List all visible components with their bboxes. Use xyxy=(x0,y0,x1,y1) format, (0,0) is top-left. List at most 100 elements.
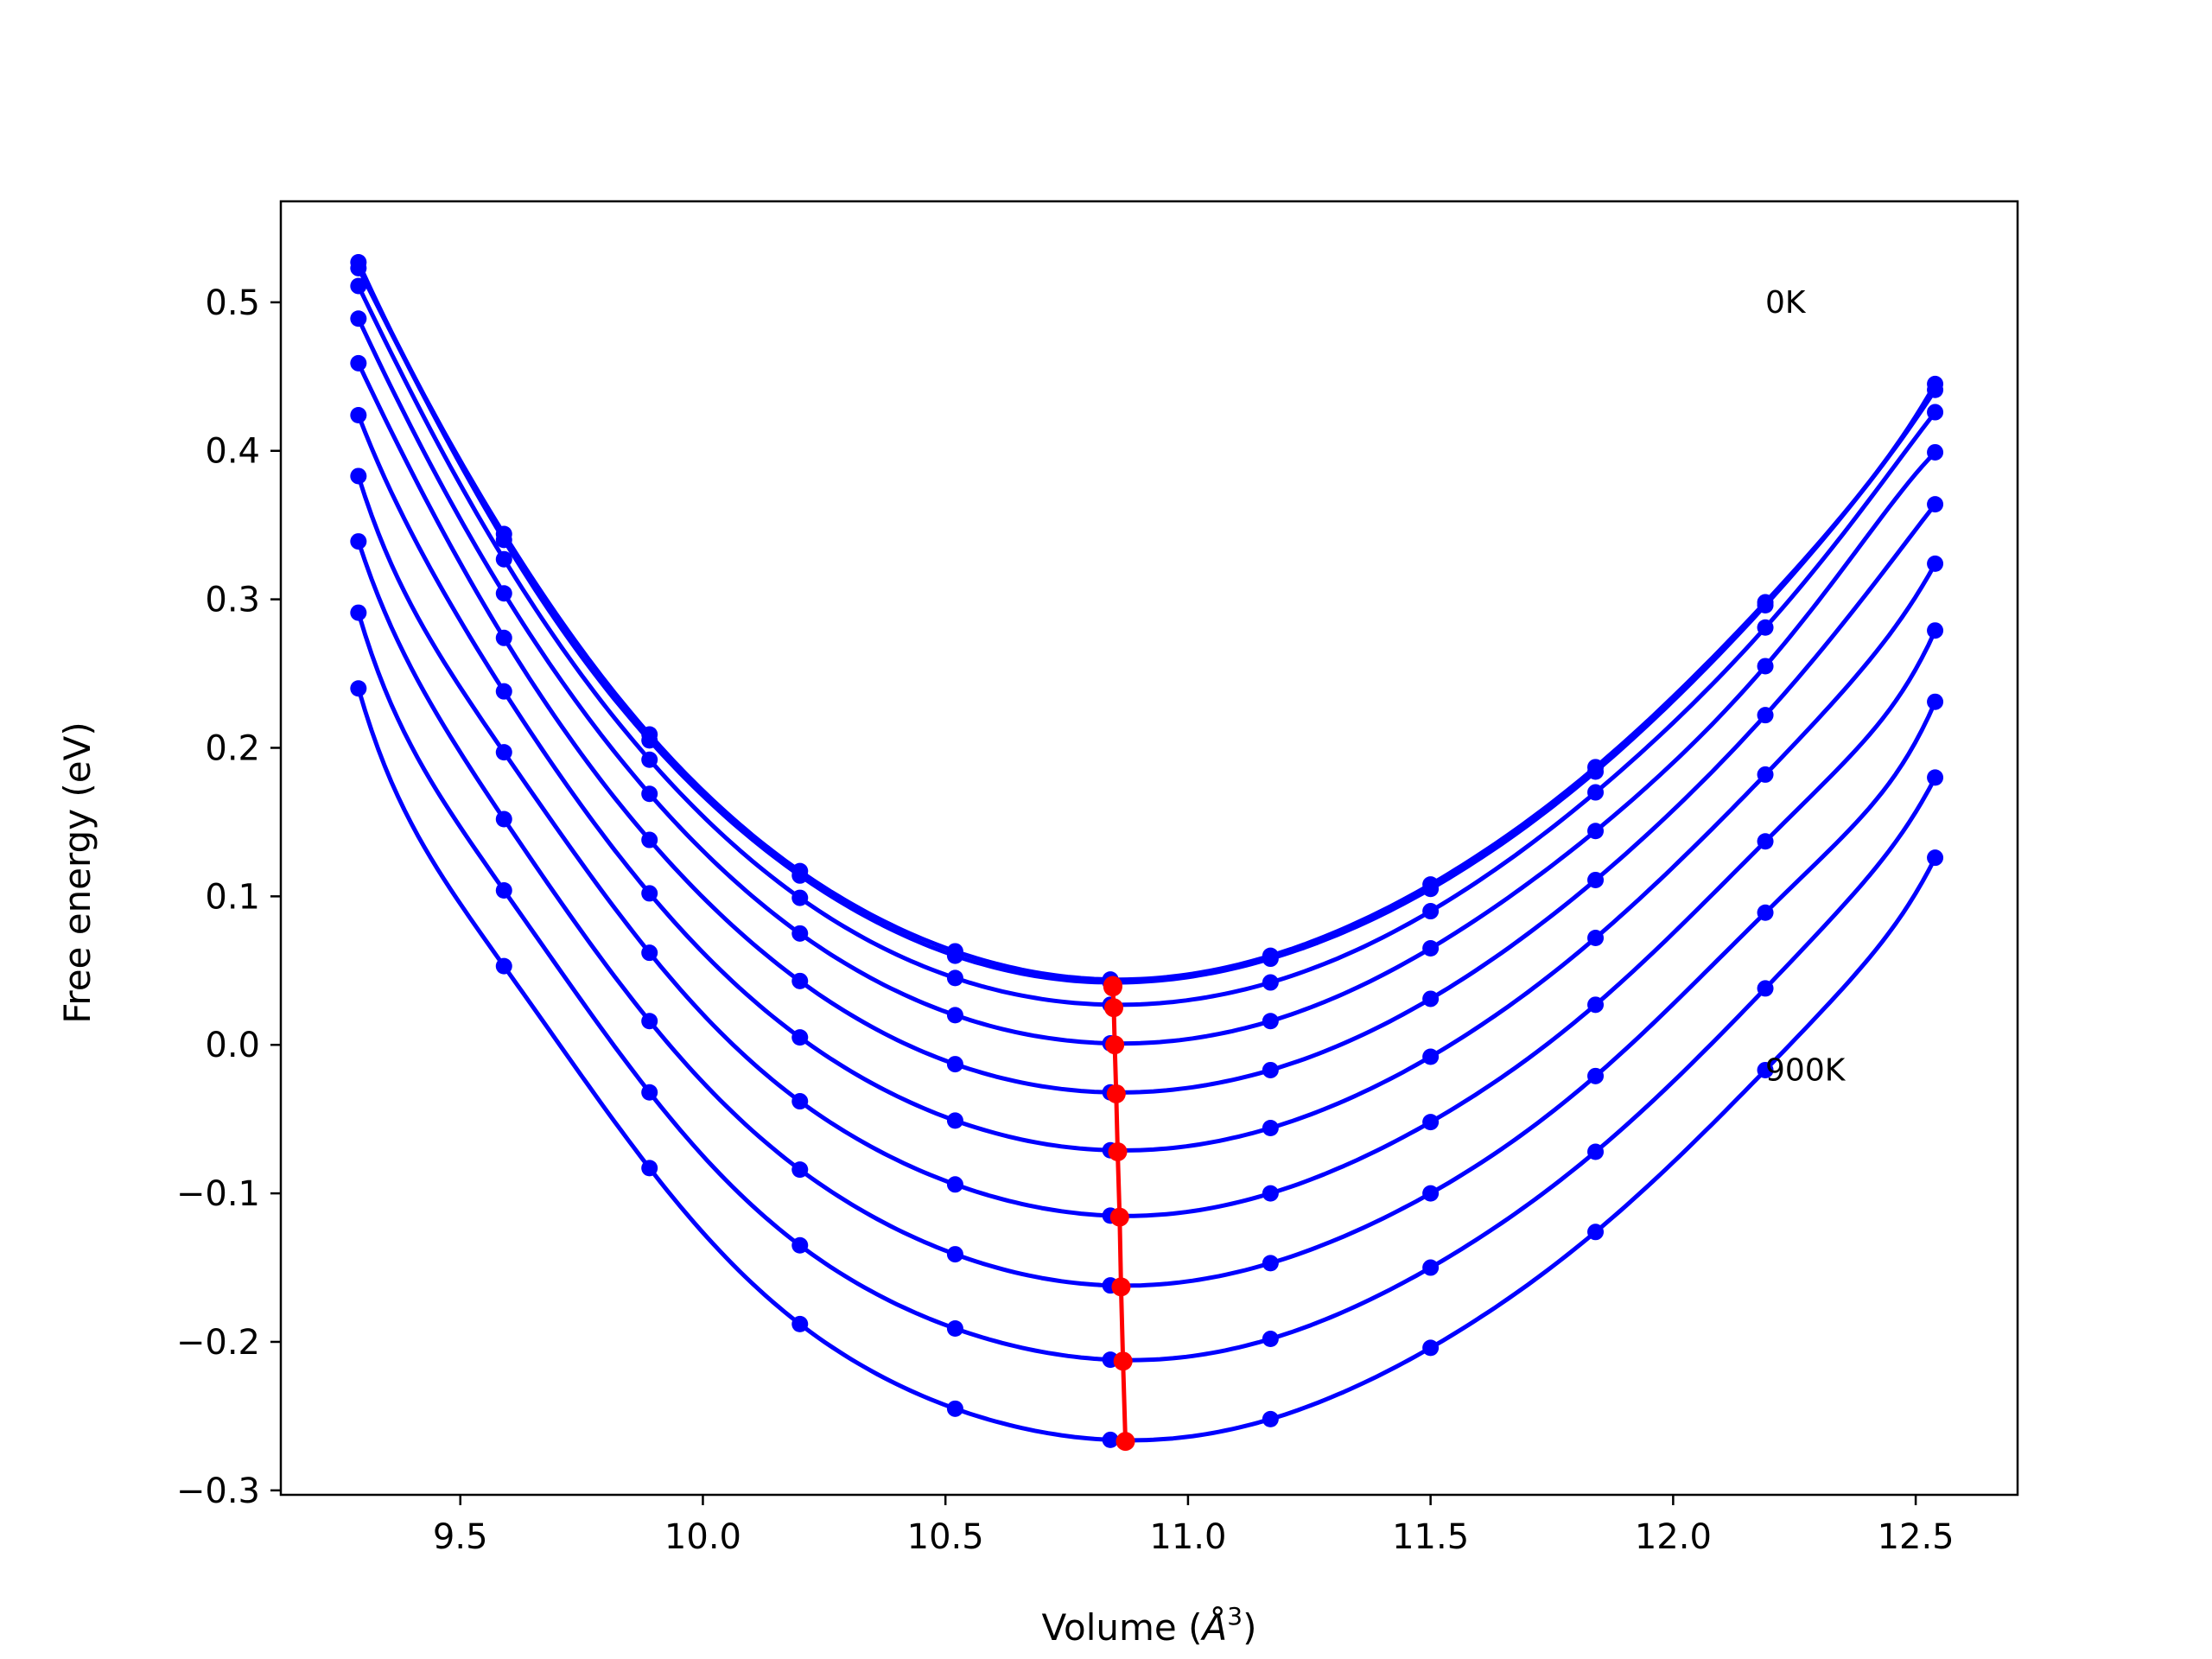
data-point-500K-8 xyxy=(1587,929,1605,946)
y-tick-label: −0.2 xyxy=(176,1323,260,1363)
x-tick-label: 10.5 xyxy=(907,1517,984,1557)
minimum-point-4 xyxy=(1106,1084,1126,1103)
data-point-300K-3 xyxy=(791,925,809,942)
data-point-900K-9 xyxy=(1757,1061,1774,1078)
data-point-700K-10 xyxy=(1927,693,1944,710)
x-tick-label: 11.0 xyxy=(1149,1517,1226,1557)
data-point-700K-4 xyxy=(946,1246,963,1263)
y-tick-label: 0.0 xyxy=(205,1026,260,1065)
data-point-400K-7 xyxy=(1422,990,1440,1007)
data-point-600K-9 xyxy=(1757,833,1774,850)
annotation-0K: 0K xyxy=(1765,285,1807,321)
series-line-900K xyxy=(356,687,1937,1443)
x-axis-label: Volume (Å3) xyxy=(1042,1602,1257,1649)
data-point-200K-1 xyxy=(495,550,512,568)
minimum-point-8 xyxy=(1113,1351,1133,1371)
x-tick-label: 11.5 xyxy=(1392,1517,1469,1557)
data-point-900K-3 xyxy=(791,1315,809,1332)
data-point-900K-1 xyxy=(495,957,512,975)
data-point-300K-2 xyxy=(641,785,658,803)
data-point-400K-1 xyxy=(495,629,512,646)
data-point-500K-3 xyxy=(791,1029,809,1046)
minimum-point-9 xyxy=(1116,1432,1135,1452)
data-point-800K-2 xyxy=(641,1084,658,1101)
data-point-700K-9 xyxy=(1757,904,1774,921)
data-point-500K-1 xyxy=(495,683,512,700)
series-line-500K xyxy=(356,414,1937,1153)
data-point-800K-3 xyxy=(791,1236,809,1254)
series-line-400K xyxy=(356,362,1937,1095)
series-line-100K xyxy=(356,267,1937,985)
series-line-200K xyxy=(356,284,1937,1007)
data-point-800K-10 xyxy=(1927,769,1944,786)
data-point-100K-10 xyxy=(1927,381,1944,398)
data-point-200K-10 xyxy=(1927,404,1944,421)
data-point-100K-6 xyxy=(1262,950,1279,968)
data-point-500K-4 xyxy=(946,1112,963,1129)
data-point-100K-1 xyxy=(495,531,512,549)
series-line-0K xyxy=(356,261,1937,982)
data-point-600K-8 xyxy=(1587,996,1605,1014)
minimum-point-3 xyxy=(1105,1035,1125,1055)
minimum-point-7 xyxy=(1111,1277,1131,1297)
data-point-300K-6 xyxy=(1262,1013,1279,1030)
series-line-700K xyxy=(356,540,1937,1288)
data-point-600K-7 xyxy=(1422,1114,1440,1131)
data-point-200K-0 xyxy=(350,277,367,295)
data-point-600K-4 xyxy=(946,1176,963,1193)
y-axis-label: Free energy (eV) xyxy=(56,721,99,1024)
data-point-500K-6 xyxy=(1262,1119,1279,1136)
data-point-400K-4 xyxy=(946,1056,963,1073)
data-point-400K-3 xyxy=(791,972,809,989)
data-point-800K-4 xyxy=(946,1320,963,1338)
data-point-600K-6 xyxy=(1262,1185,1279,1202)
data-point-400K-0 xyxy=(350,354,367,372)
data-point-800K-0 xyxy=(350,604,367,621)
data-point-600K-2 xyxy=(641,944,658,962)
y-axis-ticks: −0.3 −0.2 −0.1 0.0 0.1 0.2 0.3 0.4 0.5 xyxy=(176,283,281,1511)
data-point-300K-8 xyxy=(1587,823,1605,840)
data-point-900K-8 xyxy=(1587,1224,1605,1241)
data-point-600K-0 xyxy=(350,467,367,485)
data-point-200K-4 xyxy=(946,969,963,987)
data-point-100K-7 xyxy=(1422,880,1440,898)
data-point-700K-2 xyxy=(641,1013,658,1030)
data-point-500K-10 xyxy=(1927,555,1944,572)
data-point-200K-6 xyxy=(1262,974,1279,991)
data-point-400K-9 xyxy=(1757,707,1774,724)
y-tick-label: 0.5 xyxy=(205,283,260,323)
data-point-100K-8 xyxy=(1587,763,1605,780)
data-point-300K-0 xyxy=(350,310,367,327)
x-tick-label: 10.0 xyxy=(664,1517,741,1557)
data-point-300K-4 xyxy=(946,1007,963,1024)
data-point-600K-1 xyxy=(495,744,512,761)
data-point-800K-8 xyxy=(1587,1143,1605,1160)
minimum-point-5 xyxy=(1108,1141,1128,1161)
data-point-200K-3 xyxy=(791,889,809,906)
data-point-900K-6 xyxy=(1262,1410,1279,1427)
data-point-900K-0 xyxy=(350,680,367,697)
data-point-900K-10 xyxy=(1927,849,1944,867)
y-tick-label: −0.3 xyxy=(176,1471,260,1511)
y-tick-label: 0.3 xyxy=(205,581,260,620)
data-point-900K-4 xyxy=(946,1400,963,1417)
data-point-500K-9 xyxy=(1757,766,1774,783)
data-point-300K-1 xyxy=(495,585,512,602)
annotation-900K: 900K xyxy=(1765,1052,1847,1088)
data-point-800K-9 xyxy=(1757,980,1774,997)
data-point-600K-3 xyxy=(791,1093,809,1110)
data-point-900K-7 xyxy=(1422,1339,1440,1357)
data-point-700K-7 xyxy=(1422,1185,1440,1202)
minimum-point-6 xyxy=(1109,1207,1129,1227)
annotations: 0K 900K xyxy=(1765,285,1847,1089)
data-point-500K-2 xyxy=(641,885,658,902)
data-point-200K-2 xyxy=(641,751,658,768)
x-tick-label: 12.5 xyxy=(1878,1517,1955,1557)
data-point-400K-8 xyxy=(1587,871,1605,888)
plot-area xyxy=(350,253,1944,1452)
x-axis-ticks: 9.5 10.0 10.5 11.0 11.5 12.0 12.5 xyxy=(433,1495,1955,1557)
data-point-400K-10 xyxy=(1927,496,1944,513)
y-tick-label: −0.1 xyxy=(176,1174,260,1214)
data-point-100K-3 xyxy=(791,867,809,884)
